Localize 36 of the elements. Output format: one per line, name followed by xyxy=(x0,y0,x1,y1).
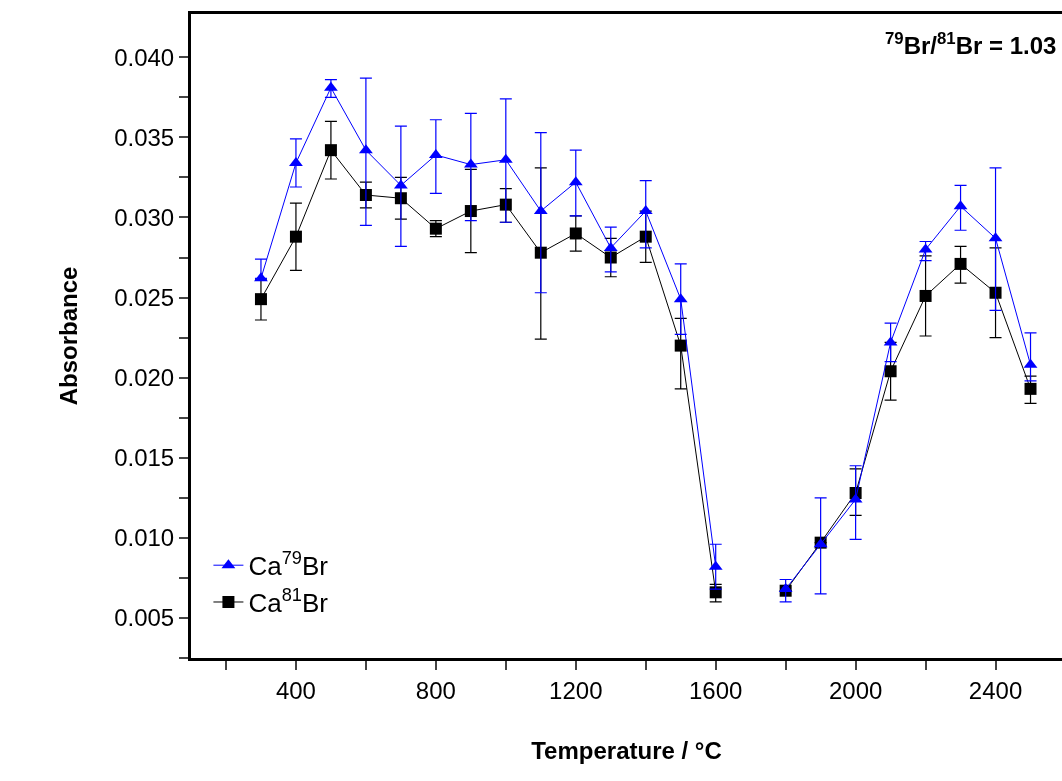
x-tick-label: 2400 xyxy=(968,676,1023,704)
point xyxy=(604,251,617,264)
x-tick-label: 2000 xyxy=(828,676,883,704)
x-tick-label: 1200 xyxy=(549,676,603,704)
point xyxy=(954,257,967,270)
y-tick-label: 0.015 xyxy=(114,444,175,472)
point xyxy=(324,144,337,157)
y-tick-label: 0.040 xyxy=(114,43,175,71)
point xyxy=(884,365,897,378)
point xyxy=(464,205,477,218)
point xyxy=(639,230,652,243)
point xyxy=(254,272,268,282)
legend-label: Ca$^{81}$Br xyxy=(248,585,329,619)
annotation: $^{79}$Br/$^{81}$Br = 1.03 xyxy=(885,29,1057,60)
x-tick-label: 800 xyxy=(415,676,456,704)
x-axis-title: Temperature / °C xyxy=(531,737,722,765)
legend-label: Ca$^{79}$Br xyxy=(248,548,329,582)
point xyxy=(499,198,512,211)
point xyxy=(534,246,547,259)
y-axis-title: Absorbance xyxy=(55,266,83,406)
y-tick-label: 0.035 xyxy=(114,123,175,151)
point xyxy=(674,339,687,352)
point xyxy=(289,156,303,166)
x-tick-label: 400 xyxy=(275,676,316,704)
point xyxy=(289,230,302,243)
point xyxy=(919,289,932,302)
y-tick-label: 0.025 xyxy=(114,283,175,311)
y-tick-label: 0.030 xyxy=(114,203,175,231)
point xyxy=(989,286,1002,299)
point xyxy=(1024,382,1037,395)
y-tick-label: 0.010 xyxy=(114,524,175,552)
point xyxy=(254,293,267,306)
x-tick-label: 1600 xyxy=(689,676,743,704)
point xyxy=(569,227,582,240)
y-tick-label: 0.005 xyxy=(114,604,175,632)
y-tick-label: 0.020 xyxy=(114,364,175,392)
